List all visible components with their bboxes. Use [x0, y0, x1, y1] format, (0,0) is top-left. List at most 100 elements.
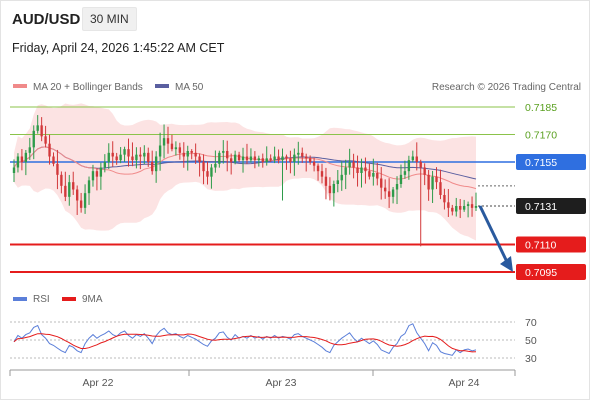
candle-body — [87, 180, 91, 194]
candle-body — [356, 167, 359, 173]
candle-body — [198, 156, 201, 162]
support-label-4: 0.7110 — [525, 240, 556, 252]
candle-body — [285, 156, 288, 159]
rsi-ma-line — [13, 333, 477, 353]
bollinger-band-fill — [14, 103, 476, 241]
candle-body — [459, 206, 462, 210]
candle-body — [387, 191, 391, 197]
candle-body — [411, 156, 415, 161]
candle-body — [407, 160, 411, 172]
resistance-label-0: 0.7185 — [525, 102, 557, 114]
rsi-level-label-1: 50 — [525, 335, 537, 347]
candle-body — [56, 163, 59, 175]
candle-body — [237, 154, 241, 161]
candle-body — [143, 152, 146, 157]
datetime-label: Friday, April 24, 2026 1:45:22 AM CET — [12, 41, 225, 55]
bollinger-band — [14, 103, 476, 241]
candle-body — [12, 167, 16, 173]
support-label-bg-5 — [516, 264, 586, 280]
candle-body — [360, 167, 363, 173]
candle-body — [305, 156, 308, 159]
candle-body — [447, 202, 450, 208]
candle-body — [91, 171, 95, 181]
candle-body — [147, 152, 150, 162]
candle-body — [344, 167, 347, 175]
candle-body — [332, 184, 336, 194]
candle-body — [352, 162, 355, 168]
candle-body — [226, 151, 229, 159]
candle-body — [115, 156, 118, 161]
x-tick-label-2: Apr 24 — [449, 377, 480, 389]
candle-body — [372, 173, 375, 177]
rsi-panel: 70 50 30 — [10, 317, 537, 365]
candle-body — [24, 152, 28, 162]
candle-body — [241, 156, 245, 161]
rsi-line — [13, 323, 477, 356]
candle-body — [182, 152, 185, 157]
candle-body — [68, 182, 71, 197]
x-tick-label-0: Apr 22 — [83, 377, 114, 389]
timeframe-badge[interactable]: 30 MIN — [82, 7, 137, 31]
candle-body — [470, 204, 474, 208]
candle-body — [474, 206, 478, 208]
candle-body — [48, 143, 51, 157]
candle-body — [293, 154, 296, 162]
candle-body — [60, 174, 63, 186]
candle-body — [269, 158, 272, 161]
candle-body — [166, 138, 170, 144]
candle-body — [245, 156, 249, 161]
candle-body — [277, 156, 280, 161]
ma50-legend-label: MA 50 — [175, 82, 204, 93]
candle-body — [265, 158, 268, 162]
candle-body — [395, 184, 399, 190]
candle-body — [462, 206, 466, 210]
candle-body — [376, 173, 379, 179]
candle-body — [194, 152, 197, 157]
ma20-legend-label: MA 20 + Bollinger Bands — [33, 82, 143, 93]
candle-body — [368, 171, 371, 177]
candle-body — [178, 147, 182, 153]
candle-body — [419, 162, 422, 168]
candle-body — [64, 185, 67, 197]
candle-body — [403, 171, 407, 175]
candle-body — [435, 176, 438, 183]
candle-body — [135, 154, 138, 161]
candle-body — [455, 206, 458, 212]
candle-body — [36, 125, 39, 131]
candle-body — [127, 149, 130, 157]
candle-body — [427, 174, 430, 190]
rsi-legend-swatch — [13, 297, 27, 301]
candle-body — [391, 189, 395, 197]
candle-body — [257, 158, 261, 161]
candle-body — [151, 162, 154, 172]
candle-body — [20, 156, 24, 162]
candle-body — [320, 171, 324, 177]
candle-body — [162, 138, 166, 146]
pivot-label-2: 0.7155 — [525, 157, 557, 169]
candle-body — [466, 204, 470, 206]
rsi-level-label-2: 30 — [525, 353, 537, 365]
symbol-title: AUD/USD — [12, 11, 81, 28]
rsi-legend-label: RSI — [33, 294, 50, 305]
candle-body — [174, 147, 178, 150]
candle-body — [273, 156, 276, 161]
candle-body — [233, 154, 237, 162]
candle-body — [40, 125, 43, 137]
candle-body — [28, 147, 31, 153]
forecast-arrow — [478, 205, 513, 272]
candle-body — [222, 151, 225, 153]
candle-body — [439, 182, 442, 195]
candle-body — [399, 174, 403, 184]
candle-body — [281, 156, 284, 161]
candle-body — [83, 193, 87, 208]
candle-body — [431, 176, 434, 190]
candle-body — [170, 143, 174, 150]
candle-body — [190, 151, 193, 153]
candle-body — [119, 154, 122, 161]
candle-body — [123, 149, 126, 155]
candle-body — [95, 171, 99, 177]
candle-body — [348, 162, 351, 168]
x-tick-label-1: Apr 23 — [266, 377, 297, 389]
x-axis: Apr 22 Apr 23 Apr 24 — [9, 370, 516, 389]
candle-body — [206, 171, 209, 177]
